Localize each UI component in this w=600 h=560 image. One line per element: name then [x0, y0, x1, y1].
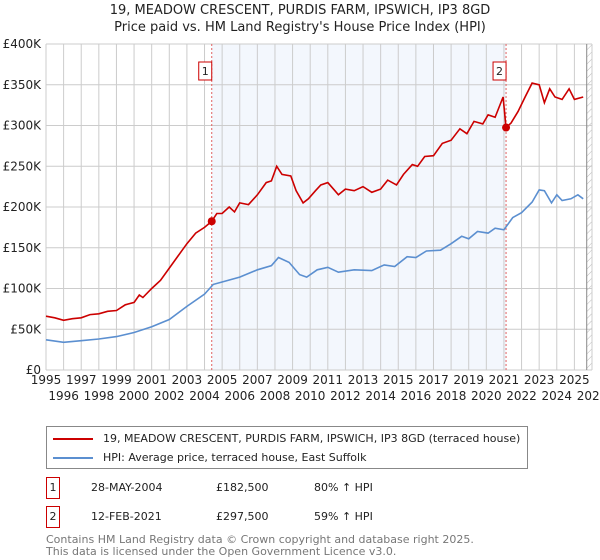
hpi-line [45, 189, 584, 344]
x-tick-label: 1995 [31, 373, 62, 387]
y-tick-label: £350K [3, 78, 43, 92]
marker-badge [198, 61, 213, 81]
chart-subtitle: Price paid vs. HM Land Registry's House … [114, 20, 486, 35]
legend-property-swatch [53, 437, 93, 440]
x-tick-label: 2004 [189, 389, 220, 403]
x-tick-label: 2020 [471, 389, 502, 403]
footer-licence: This data is licensed under the Open Gov… [46, 545, 397, 558]
transaction-badge: 1 [46, 477, 60, 499]
y-tick-label: £200K [3, 200, 43, 214]
x-tick-label: 2021 [489, 373, 520, 387]
y-tick-label: £100K [3, 282, 43, 296]
marker-label: 1 [202, 65, 209, 78]
x-tick-label: 2013 [348, 373, 379, 387]
x-tick-label: 1996 [48, 389, 79, 403]
property-price-line [45, 82, 584, 322]
x-tick-label: 2016 [401, 389, 432, 403]
marker-label: 2 [496, 65, 503, 78]
transaction-date: 12-FEB-2021 [91, 510, 162, 523]
x-tick-label: 2025 [559, 373, 590, 387]
transaction-hpi: 80% ↑ HPI [314, 481, 373, 494]
x-tick-label: 2024 [542, 389, 573, 403]
legend-property-label: 19, MEADOW CRESCENT, PURDIS FARM, IPSWIC… [103, 432, 521, 445]
legend-hpi-swatch [53, 456, 93, 459]
legend-hpi-label: HPI: Average price, terraced house, East… [103, 451, 367, 464]
x-tick-label: 2001 [136, 373, 167, 387]
transaction-row: 1 28-MAY-2004 £182,500 80% ↑ HPI [46, 477, 546, 499]
x-tick-label: 2007 [242, 373, 273, 387]
x-tick-label: 2012 [330, 389, 361, 403]
marker-badge [492, 61, 507, 81]
transaction-date: 28-MAY-2004 [91, 481, 163, 494]
y-tick-label: £300K [3, 119, 43, 133]
x-tick-label: 2026 [577, 389, 600, 403]
transaction-price: £297,500 [216, 510, 269, 523]
x-tick-label: 1999 [101, 373, 132, 387]
sale-point [502, 123, 511, 132]
y-tick-label: £250K [3, 159, 43, 173]
x-tick-label: 2000 [119, 389, 150, 403]
transaction-badge: 2 [46, 506, 60, 528]
x-tick-label: 2003 [172, 373, 203, 387]
transaction-price: £182,500 [216, 481, 269, 494]
x-tick-label: 2006 [224, 389, 255, 403]
x-tick-label: 1998 [84, 389, 115, 403]
x-tick-label: 2017 [418, 373, 449, 387]
y-tick-label: £400K [3, 37, 43, 51]
x-tick-label: 2010 [295, 389, 326, 403]
x-tick-label: 2018 [436, 389, 467, 403]
x-tick-label: 2005 [207, 373, 238, 387]
x-tick-label: 2009 [277, 373, 308, 387]
x-tick-label: 2023 [524, 373, 555, 387]
y-tick-label: £50K [10, 322, 42, 336]
x-tick-label: 2002 [154, 389, 185, 403]
transaction-hpi: 59% ↑ HPI [314, 510, 373, 523]
legend: 19, MEADOW CRESCENT, PURDIS FARM, IPSWIC… [46, 426, 528, 469]
x-tick-label: 1997 [66, 373, 97, 387]
x-tick-label: 2014 [365, 389, 396, 403]
y-tick-label: £150K [3, 241, 43, 255]
x-tick-label: 2008 [260, 389, 291, 403]
x-tick-label: 2019 [453, 373, 484, 387]
footer-copyright: Contains HM Land Registry data © Crown c… [46, 533, 474, 546]
chart-title: 19, MEADOW CRESCENT, PURDIS FARM, IPSWIC… [109, 3, 491, 18]
sale-point [207, 217, 216, 226]
x-tick-label: 2022 [506, 389, 537, 403]
x-tick-label: 2011 [313, 373, 344, 387]
x-tick-label: 2015 [383, 373, 414, 387]
y-tick-label: £0 [26, 363, 41, 377]
transaction-row: 2 12-FEB-2021 £297,500 59% ↑ HPI [46, 506, 546, 528]
price-chart: £0 £50K £100K £150K £200K £250K £300K £350K £400… [3, 37, 600, 403]
